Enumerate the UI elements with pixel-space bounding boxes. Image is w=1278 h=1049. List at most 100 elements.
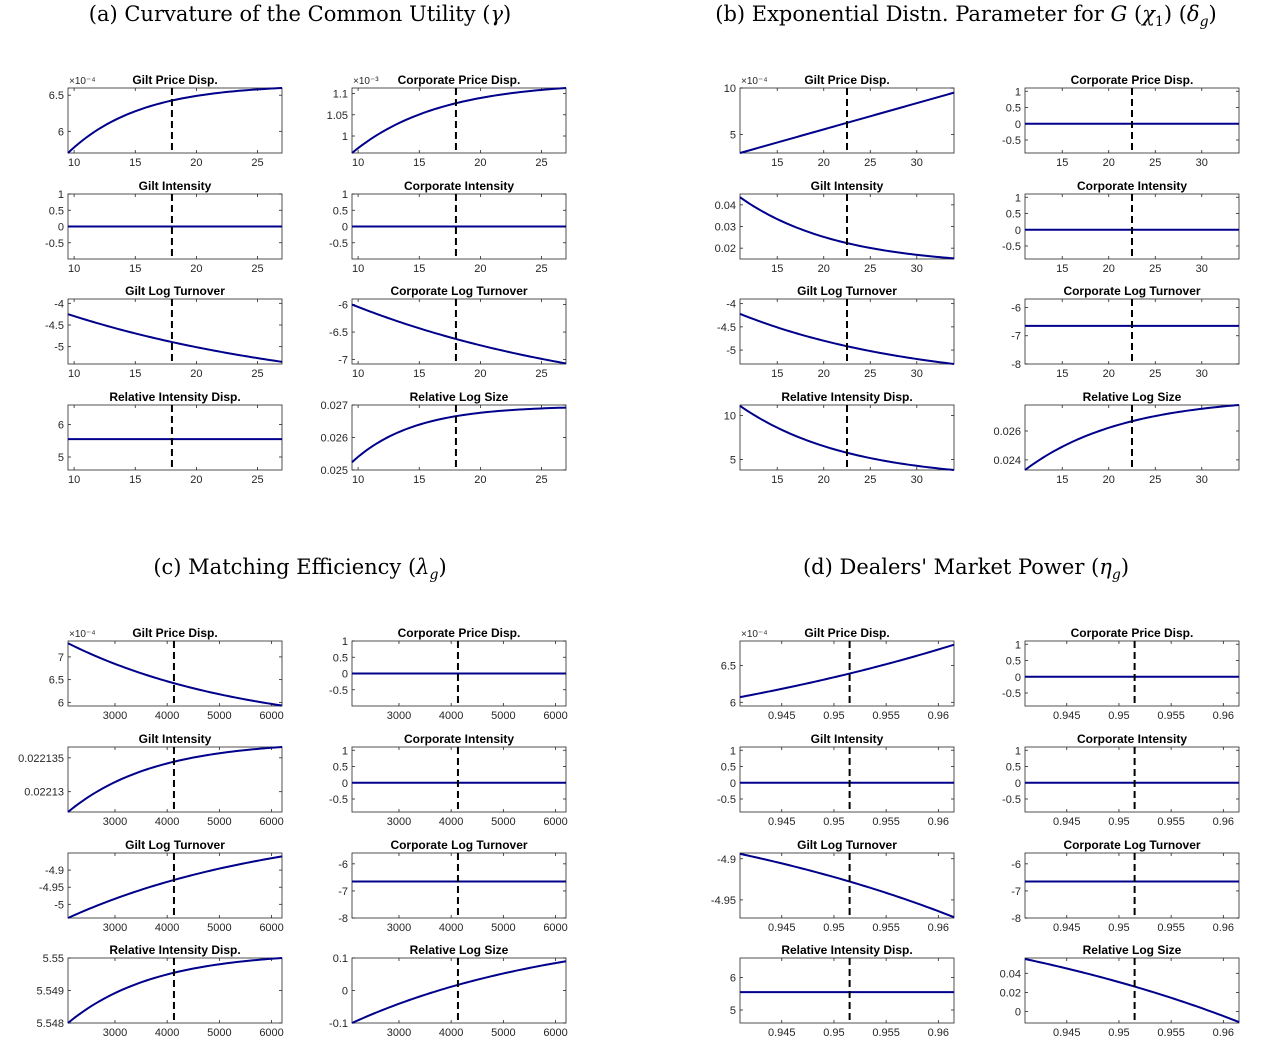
series-line bbox=[67, 957, 283, 1024]
y-tick-label: -0.5 bbox=[1002, 688, 1021, 700]
y-tick-label: 5 bbox=[730, 454, 736, 466]
x-tick-label: 30 bbox=[911, 263, 923, 275]
subplot-title: Gilt Price Disp. bbox=[804, 626, 889, 640]
x-tick-label: 0.95 bbox=[1108, 816, 1129, 828]
x-tick-label: 15 bbox=[413, 474, 425, 486]
series-line bbox=[67, 746, 283, 813]
axes-box bbox=[67, 298, 283, 365]
y-tick-label: 0.02213 bbox=[24, 787, 64, 799]
x-tick-label: 20 bbox=[1103, 157, 1115, 169]
subplot-gilt-intensity: Gilt Intensity 0.945 0.95 0.955 0.96 -0.5 0 0.5… bbox=[717, 732, 955, 828]
subplot-title: Corporate Intensity bbox=[1077, 732, 1187, 746]
y-tick-label: -0.5 bbox=[1002, 794, 1021, 806]
subplot-corporate-log-turnover: Corporate Log Turnover 3000 4000 5000 6000 -8… bbox=[338, 838, 568, 934]
y-tick-label: 1 bbox=[1015, 745, 1021, 757]
x-tick-label: 20 bbox=[1103, 368, 1115, 380]
x-tick-label: 30 bbox=[1196, 263, 1208, 275]
y-tick-label: 0.5 bbox=[49, 205, 64, 217]
y-tick-label: -0.1 bbox=[329, 1018, 348, 1030]
axes-box bbox=[739, 404, 955, 471]
x-tick-label: 30 bbox=[1196, 474, 1208, 486]
axes-box bbox=[739, 298, 955, 365]
axes-box bbox=[1024, 298, 1240, 365]
subplot-relative-intensity-disp: Relative Intensity Disp. 10 15 20 25 5 6 bbox=[58, 390, 283, 486]
x-tick-label: 30 bbox=[1196, 157, 1208, 169]
x-tick-label: 30 bbox=[911, 368, 923, 380]
y-tick-label: 0.026 bbox=[320, 433, 348, 445]
subplot-relative-log-size: Relative Log Size 10 15 20 25 0.025 0.026 0.027 bbox=[320, 390, 567, 486]
y-tick-label: 0 bbox=[58, 222, 64, 234]
y-tick-label: 0.5 bbox=[1006, 656, 1021, 668]
y-tick-label: 0 bbox=[730, 778, 736, 790]
x-tick-label: 3000 bbox=[103, 922, 127, 934]
y-tick-label: 0 bbox=[342, 222, 348, 234]
x-tick-label: 20 bbox=[190, 474, 202, 486]
subplot-gilt-log-turnover: Gilt Log Turnover 0.945 0.95 0.955 0.96 -4.95… bbox=[711, 838, 955, 934]
subplot-title: Relative Log Size bbox=[410, 943, 509, 957]
y-tick-label: 0.03 bbox=[715, 222, 736, 234]
axes-box bbox=[1024, 193, 1240, 260]
x-tick-label: 0.945 bbox=[768, 1027, 796, 1039]
subplot-title: Relative Intensity Disp. bbox=[781, 390, 912, 404]
y-tick-label: 1 bbox=[58, 189, 64, 201]
y-tick-label: 0.02 bbox=[1000, 987, 1021, 999]
subplot-title: Gilt Price Disp. bbox=[132, 626, 217, 640]
axes-box bbox=[67, 640, 283, 707]
axes-box bbox=[351, 852, 567, 919]
x-tick-label: 25 bbox=[535, 263, 547, 275]
y-tick-label: 0.5 bbox=[333, 652, 348, 664]
y-tick-label: -8 bbox=[1011, 913, 1021, 925]
x-tick-label: 25 bbox=[864, 263, 876, 275]
axes-box bbox=[351, 87, 567, 154]
x-tick-label: 0.955 bbox=[872, 710, 900, 722]
y-tick-label: 0 bbox=[1015, 1007, 1021, 1019]
y-tick-label: 1 bbox=[1015, 639, 1021, 651]
x-tick-label: 0.96 bbox=[1213, 922, 1234, 934]
y-tick-label: -0.5 bbox=[1002, 135, 1021, 147]
y-tick-label: -7 bbox=[338, 355, 348, 367]
x-tick-label: 25 bbox=[864, 474, 876, 486]
x-tick-label: 25 bbox=[1149, 263, 1161, 275]
axis-exponent: ×10⁻³ bbox=[353, 76, 379, 87]
x-tick-label: 5000 bbox=[207, 922, 231, 934]
axes-box bbox=[739, 193, 955, 260]
x-tick-label: 5000 bbox=[491, 1027, 515, 1039]
series-line bbox=[739, 643, 955, 699]
x-tick-label: 20 bbox=[474, 157, 486, 169]
y-tick-label: 1 bbox=[1015, 192, 1021, 204]
y-tick-label: 5 bbox=[58, 452, 64, 464]
x-tick-label: 20 bbox=[818, 157, 830, 169]
x-tick-label: 4000 bbox=[155, 816, 179, 828]
series-line bbox=[351, 406, 567, 463]
subplot-corporate-price-disp: Corporate Price Disp. 0.945 0.95 0.955 0.96 -… bbox=[1002, 626, 1240, 722]
subplot-gilt-intensity: Gilt Intensity 15 20 25 30 0.02 0.03 0.04 bbox=[715, 179, 955, 275]
x-tick-label: 30 bbox=[911, 157, 923, 169]
subplot-title: Gilt Intensity bbox=[139, 179, 212, 193]
x-tick-label: 0.95 bbox=[823, 816, 844, 828]
y-tick-label: 6 bbox=[730, 973, 736, 985]
y-tick-label: -4.95 bbox=[711, 895, 736, 907]
x-tick-label: 4000 bbox=[439, 710, 463, 722]
subplot-title: Relative Intensity Disp. bbox=[109, 390, 240, 404]
y-tick-label: 0.027 bbox=[320, 400, 348, 412]
subplot-corporate-intensity: Corporate Intensity 3000 4000 5000 6000 -0.5 0… bbox=[329, 732, 568, 828]
x-tick-label: 0.955 bbox=[1157, 710, 1185, 722]
y-tick-label: 5.55 bbox=[43, 953, 64, 965]
x-tick-label: 5000 bbox=[491, 710, 515, 722]
y-tick-label: -7 bbox=[338, 886, 348, 898]
x-tick-label: 25 bbox=[251, 474, 263, 486]
x-tick-label: 3000 bbox=[387, 922, 411, 934]
y-tick-label: -0.5 bbox=[717, 794, 736, 806]
y-tick-label: 1 bbox=[730, 745, 736, 757]
x-tick-label: 5000 bbox=[491, 816, 515, 828]
x-tick-label: 25 bbox=[864, 368, 876, 380]
y-tick-label: 6 bbox=[730, 697, 736, 709]
x-tick-label: 15 bbox=[413, 368, 425, 380]
subplot-relative-intensity-disp: Relative Intensity Disp. 3000 4000 5000 6000… bbox=[36, 943, 283, 1039]
x-tick-label: 25 bbox=[1149, 157, 1161, 169]
x-tick-label: 15 bbox=[129, 157, 141, 169]
subplot-relative-log-size: Relative Log Size 3000 4000 5000 6000 -0.1 0 0.… bbox=[329, 943, 568, 1039]
subplot-corporate-log-turnover: Corporate Log Turnover 15 20 25 30 -8 -7 -6 bbox=[1011, 284, 1240, 380]
x-tick-label: 3000 bbox=[103, 816, 127, 828]
